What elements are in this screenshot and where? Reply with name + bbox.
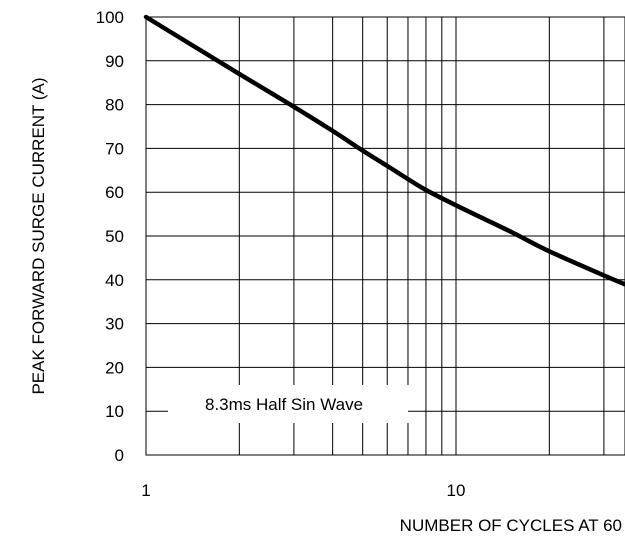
- grid: [146, 17, 625, 455]
- x-tick-label: 10: [447, 481, 466, 500]
- y-tick-label: 60: [105, 183, 124, 202]
- y-tick-label: 70: [105, 139, 124, 158]
- y-tick-label: 0: [115, 446, 124, 465]
- y-tick-label: 40: [105, 271, 124, 290]
- y-axis-ticks: 0 10 20 30 40 50 60 70 80 90 100: [96, 8, 124, 465]
- x-axis-title: NUMBER OF CYCLES AT 60: [400, 516, 622, 535]
- y-tick-label: 30: [105, 315, 124, 334]
- plot-frame: [145, 16, 625, 456]
- curve-layer: [143, 14, 625, 287]
- x-tick-label: 1: [141, 481, 150, 500]
- y-axis-title: PEAK FORWARD SURGE CURRENT (A): [29, 77, 48, 394]
- y-tick-label: 10: [105, 402, 124, 421]
- annotation-layer: 8.3ms Half Sin Wave: [205, 395, 363, 414]
- surge-current-curve: [143, 14, 625, 287]
- waveform-note: 8.3ms Half Sin Wave: [205, 395, 363, 414]
- y-tick-label: 80: [105, 96, 124, 115]
- y-tick-label: 50: [105, 227, 124, 246]
- y-tick-label: 100: [96, 8, 124, 27]
- y-tick-label: 20: [105, 358, 124, 377]
- y-tick-label: 90: [105, 52, 124, 71]
- x-axis-ticks: 1 10: [141, 481, 465, 500]
